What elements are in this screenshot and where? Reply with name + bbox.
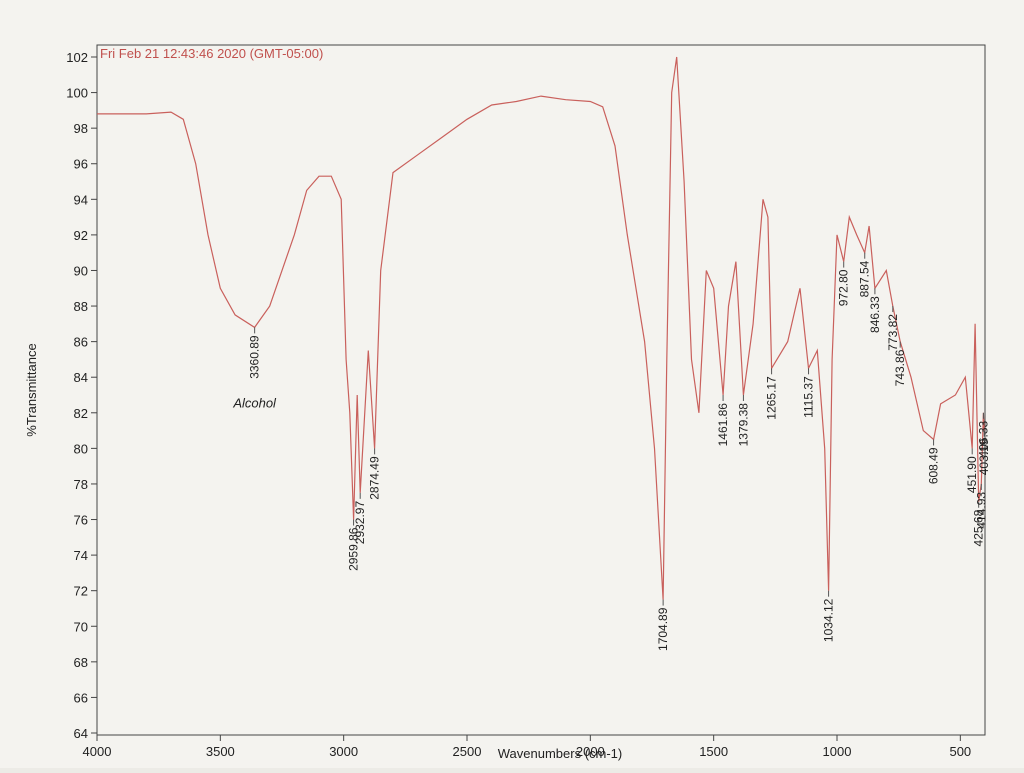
plot-frame bbox=[96, 44, 986, 736]
annotation: Alcohol bbox=[232, 395, 277, 410]
peak-label: 887.54 bbox=[858, 260, 872, 297]
spectrum-line bbox=[97, 56, 985, 600]
y-tick-label: 100 bbox=[66, 86, 88, 101]
y-tick-label: 74 bbox=[74, 548, 88, 563]
y-tick-label: 102 bbox=[66, 50, 88, 65]
y-tick-label: 70 bbox=[74, 619, 88, 634]
x-tick-label: 500 bbox=[949, 744, 971, 759]
y-tick-label: 86 bbox=[74, 335, 88, 350]
peak-label: 1461.86 bbox=[716, 403, 730, 447]
x-tick-label: 2500 bbox=[453, 744, 482, 759]
peak-label: 1034.12 bbox=[822, 598, 836, 642]
y-tick-label: 84 bbox=[74, 370, 88, 385]
y-tick-label: 98 bbox=[74, 121, 88, 136]
peak-label: 743.86 bbox=[893, 349, 907, 386]
peak-label: 2874.49 bbox=[368, 456, 382, 500]
y-axis-label: %Transmittance bbox=[24, 343, 39, 436]
y-tick-label: 94 bbox=[74, 192, 88, 207]
peak-label: 3360.89 bbox=[248, 335, 262, 379]
y-tick-label: 80 bbox=[74, 441, 88, 456]
y-tick-label: 82 bbox=[74, 406, 88, 421]
y-tick-label: 92 bbox=[74, 228, 88, 243]
x-tick-label: 1500 bbox=[699, 744, 728, 759]
peak-label: 1379.38 bbox=[736, 403, 750, 447]
peak-label: 773.82 bbox=[886, 314, 900, 351]
peak-label: 846.33 bbox=[868, 296, 882, 333]
x-axis-label: Wavenumbers (cm-1) bbox=[498, 746, 622, 761]
peak-label: 403.19 bbox=[977, 438, 991, 475]
peak-label: 1265.17 bbox=[765, 376, 779, 420]
y-tick-label: 68 bbox=[74, 655, 88, 670]
y-tick-label: 88 bbox=[74, 299, 88, 314]
peak-label: 451.90 bbox=[965, 456, 979, 493]
y-tick-label: 72 bbox=[74, 584, 88, 599]
peak-label: 2932.97 bbox=[353, 501, 367, 545]
chart-title: Fri Feb 21 12:43:46 2020 (GMT-05:00) bbox=[100, 46, 323, 61]
peak-label: 425.68 bbox=[972, 509, 986, 546]
peak-label: 406.33 bbox=[976, 420, 990, 457]
y-tick-label: 66 bbox=[74, 690, 88, 705]
peak-label: 414.93 bbox=[974, 492, 988, 529]
peak-label: 972.80 bbox=[837, 269, 851, 306]
x-tick-label: 3000 bbox=[329, 744, 358, 759]
y-tick-label: 96 bbox=[74, 157, 88, 172]
y-tick-label: 64 bbox=[74, 726, 88, 741]
x-tick-label: 1000 bbox=[823, 744, 852, 759]
peak-label: 608.49 bbox=[927, 447, 941, 484]
y-tick-label: 78 bbox=[74, 477, 88, 492]
x-tick-label: 4000 bbox=[83, 744, 112, 759]
y-tick-label: 90 bbox=[74, 263, 88, 278]
peak-label: 2959.86 bbox=[347, 527, 361, 571]
x-tick-label: 2000 bbox=[576, 744, 605, 759]
peak-label: 1704.89 bbox=[656, 607, 670, 651]
y-tick-label: 76 bbox=[74, 513, 88, 528]
peak-label: 1115.37 bbox=[802, 376, 816, 418]
x-tick-label: 3500 bbox=[206, 744, 235, 759]
